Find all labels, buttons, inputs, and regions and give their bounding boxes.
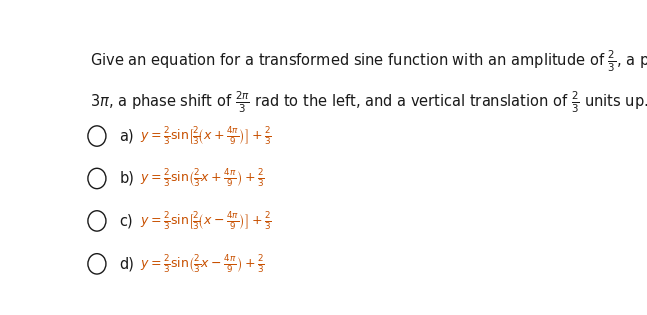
Text: b): b) bbox=[120, 171, 135, 186]
Text: Give an equation for a transformed sine function with an amplitude of $\frac{2}{: Give an equation for a transformed sine … bbox=[90, 49, 647, 74]
Text: $y = \frac{2}{3}\sin\!\left(\frac{2}{3}x-\frac{4\pi}{9}\right)+\frac{2}{3}$: $y = \frac{2}{3}\sin\!\left(\frac{2}{3}x… bbox=[140, 253, 265, 275]
Text: a): a) bbox=[120, 129, 134, 144]
Text: $3\pi$, a phase shift of $\frac{2\pi}{3}$ rad to the left, and a vertical transl: $3\pi$, a phase shift of $\frac{2\pi}{3}… bbox=[90, 90, 647, 115]
Text: $y = \frac{2}{3}\sin\!\left[\frac{2}{3}\!\left(x-\frac{4\pi}{9}\right)\right]+\f: $y = \frac{2}{3}\sin\!\left[\frac{2}{3}\… bbox=[140, 210, 272, 232]
Text: d): d) bbox=[120, 256, 135, 271]
Text: $y = \frac{2}{3}\sin\!\left(\frac{2}{3}x+\frac{4\pi}{9}\right)+\frac{2}{3}$: $y = \frac{2}{3}\sin\!\left(\frac{2}{3}x… bbox=[140, 168, 265, 189]
Text: c): c) bbox=[120, 214, 133, 228]
Text: $y = \frac{2}{3}\sin\!\left[\frac{2}{3}\!\left(x+\frac{4\pi}{9}\right)\right]+\f: $y = \frac{2}{3}\sin\!\left[\frac{2}{3}\… bbox=[140, 125, 272, 147]
